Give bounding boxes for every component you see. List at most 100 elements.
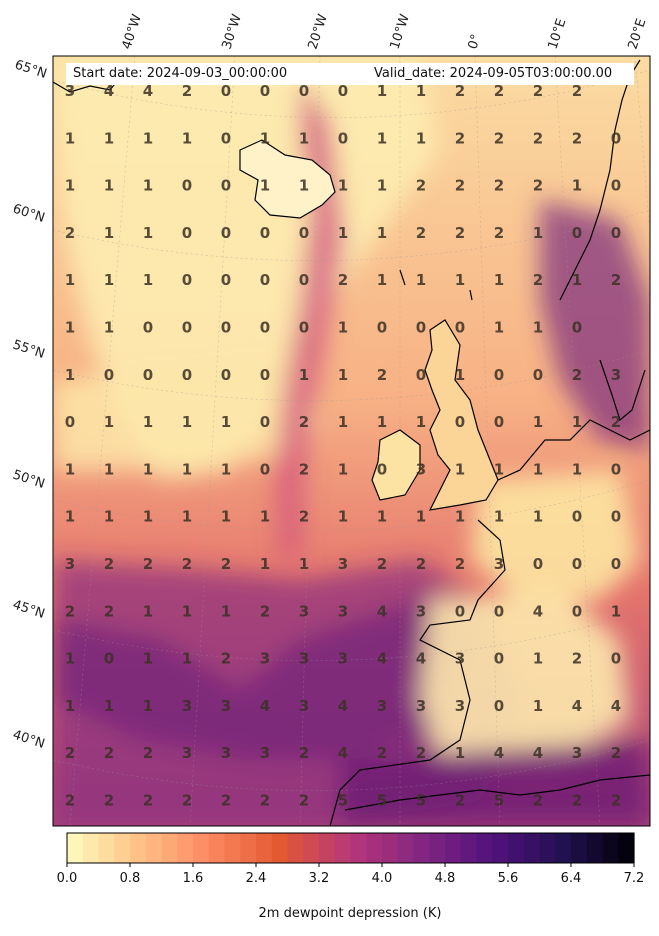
colorbar-cell: [334, 833, 352, 863]
grid-value: 3: [65, 82, 75, 100]
grid-value: 2: [182, 555, 192, 573]
grid-value: 0: [104, 650, 114, 668]
grid-value: 2: [572, 129, 582, 147]
grid-value: 1: [143, 460, 153, 478]
grid-value: 1: [143, 650, 153, 668]
grid-value: 2: [104, 555, 114, 573]
grid-value: 2: [221, 650, 231, 668]
grid-value: 0: [260, 224, 270, 242]
colorbar-cell: [193, 833, 210, 863]
grid-value: 3: [260, 650, 270, 668]
lat-label-65: 65°N: [13, 58, 49, 82]
colorbar-cell: [82, 833, 100, 863]
grid-value: 0: [182, 271, 192, 289]
grid-value: 2: [533, 82, 543, 100]
colorbar-cell: [114, 833, 131, 863]
grid-value: 1: [143, 508, 153, 526]
colorbar-cell: [523, 833, 541, 863]
grid-value: 0: [338, 129, 348, 147]
colorbar-cell: [602, 833, 619, 863]
grid-value: 1: [143, 271, 153, 289]
grid-value: 0: [221, 177, 231, 195]
grid-value: 1: [260, 555, 270, 573]
grid-value: 2: [455, 792, 465, 810]
colorbar-cell: [555, 833, 572, 863]
grid-value: 3: [338, 602, 348, 620]
grid-value: 1: [104, 413, 114, 431]
colorbar-cell: [98, 833, 115, 863]
grid-value: 1: [143, 413, 153, 431]
grid-value: 0: [494, 650, 504, 668]
grid-value: 1: [65, 271, 75, 289]
grid-value: 0: [611, 650, 621, 668]
colorbar-cell: [224, 833, 241, 863]
colorbar-tick-label: 4.0: [372, 871, 393, 886]
lon-label-10e: 10°E: [546, 17, 570, 51]
grid-value: 2: [572, 650, 582, 668]
grid-value: 1: [494, 508, 504, 526]
grid-value: 0: [611, 177, 621, 195]
grid-value: 2: [338, 271, 348, 289]
grid-value: 0: [533, 555, 543, 573]
grid-value: 2: [65, 792, 75, 810]
grid-value: 1: [65, 697, 75, 715]
grid-value: 1: [104, 224, 114, 242]
colorbar-tick-label: 1.6: [183, 871, 204, 886]
grid-value: 0: [182, 366, 192, 384]
grid-value: 1: [572, 460, 582, 478]
colorbar-cell: [271, 833, 289, 863]
grid-value: 0: [260, 82, 270, 100]
longitude-labels: 40°W 30°W 20°W 10°W 0° 10°E 20°E: [120, 12, 650, 51]
grid-value: 1: [104, 177, 114, 195]
grid-value: 1: [104, 129, 114, 147]
grid-value: 1: [182, 602, 192, 620]
grid-value: 1: [65, 366, 75, 384]
grid-value: 0: [455, 602, 465, 620]
grid-value: 1: [260, 129, 270, 147]
grid-value: 2: [299, 413, 309, 431]
grid-value: 2: [416, 177, 426, 195]
grid-value: 0: [221, 224, 231, 242]
map-field: 3 4 4 2 0 0 0 0 1 1 2 2 2 2 1 1 1 1 0 1 1 0 1 1 2 2 2 2 0 1 1 1 0 0 1 1 1 1 2 2…: [53, 56, 650, 826]
grid-value: 1: [494, 460, 504, 478]
grid-value: 1: [416, 129, 426, 147]
grid-value: 3: [377, 697, 387, 715]
grid-value: 0: [260, 271, 270, 289]
grid-value: 2: [143, 744, 153, 762]
grid-value: 1: [377, 271, 387, 289]
grid-value: 2: [104, 602, 114, 620]
grid-value: 1: [299, 129, 309, 147]
grid-value: 1: [299, 366, 309, 384]
grid-value: 4: [416, 650, 426, 668]
grid-value: 2: [221, 792, 231, 810]
grid-value: 2: [377, 366, 387, 384]
grid-value: 1: [65, 319, 75, 337]
grid-value: 2: [533, 792, 543, 810]
grid-value: 1: [377, 177, 387, 195]
grid-value: 2: [299, 460, 309, 478]
grid-value: 0: [260, 319, 270, 337]
grid-value: 0: [182, 224, 192, 242]
grid-value: 2: [221, 555, 231, 573]
header-box: [66, 63, 634, 85]
grid-value: 4: [260, 697, 270, 715]
grid-value: 3: [299, 602, 309, 620]
grid-value: 0: [377, 319, 387, 337]
colorbar-tick-label: 4.8: [435, 871, 456, 886]
grid-value: 1: [143, 224, 153, 242]
grid-value: 0: [416, 319, 426, 337]
colorbar-cell: [177, 833, 194, 863]
lat-label-55: 55°N: [11, 338, 47, 362]
grid-value: 1: [533, 697, 543, 715]
grid-value: 0: [338, 82, 348, 100]
grid-value: 0: [572, 555, 582, 573]
grid-value: 0: [494, 366, 504, 384]
lon-label-20e: 20°E: [626, 17, 650, 51]
lon-label-10w: 10°W: [388, 12, 413, 51]
colorbar-cell: [240, 833, 257, 863]
grid-value: 2: [455, 129, 465, 147]
grid-value: 4: [494, 744, 504, 762]
grid-value: 5: [377, 792, 387, 810]
grid-value: 0: [221, 366, 231, 384]
